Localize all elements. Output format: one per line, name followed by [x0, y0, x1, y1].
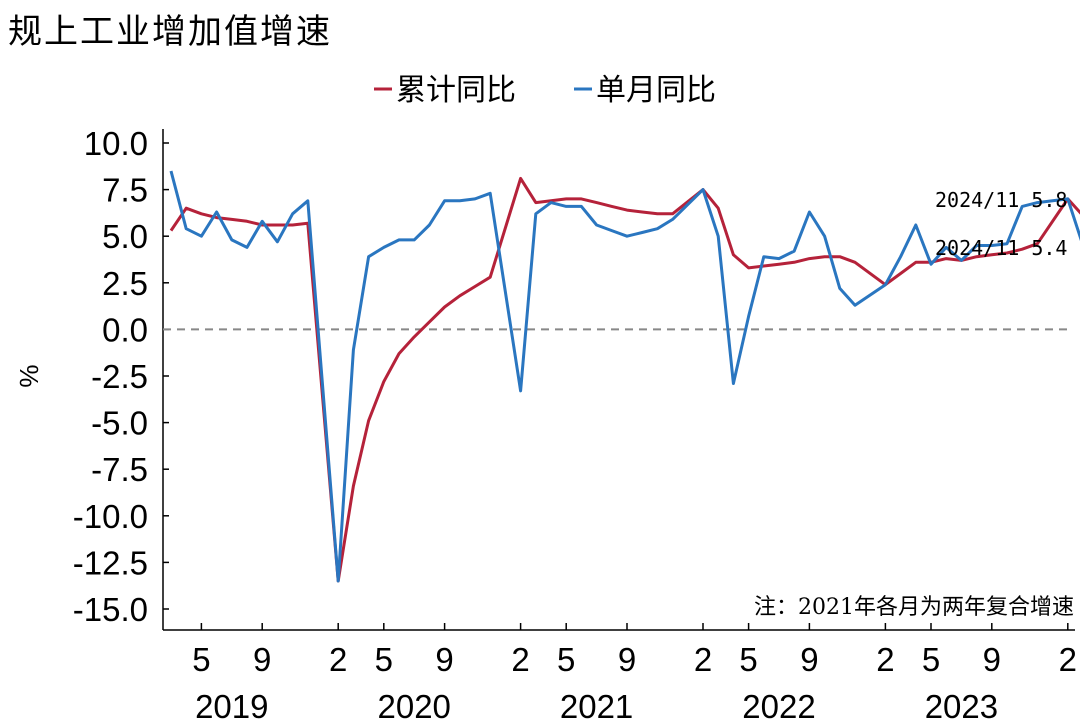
y-axis-title: %	[14, 364, 44, 387]
series-layer	[169, 170, 1080, 583]
annotation-cumulative: 2024/11 5.8	[935, 188, 1067, 212]
x-tick-label: 2	[694, 641, 712, 678]
x-tick-label: 2	[329, 641, 347, 678]
y-tick-label: -12.5	[73, 544, 148, 581]
series-line-0	[169, 176, 1080, 583]
chart-note: 注：2021年各月为两年复合增速	[754, 595, 1074, 620]
y-tick-label: -10.0	[73, 498, 148, 535]
x-tick-label: 2	[876, 641, 894, 678]
x-tick-label: 5	[375, 641, 393, 678]
x-tick-label: 5	[739, 641, 757, 678]
x-tick-label: 5	[557, 641, 575, 678]
legend: 累计同比 单月同比	[374, 73, 716, 108]
y-tick-label: 2.5	[102, 265, 148, 302]
y-tick-label: -15.0	[73, 591, 148, 628]
y-axis: 10.0 7.5 5.0 2.5 0.0 -2.5 -5.0 -7.5 -10.0 -12.5 -1…	[73, 125, 169, 630]
x-year-label: 2023	[925, 688, 998, 725]
x-tick-label: 5	[192, 641, 210, 678]
annotation-monthly: 2024/11 5.4	[935, 236, 1067, 260]
series-line-1	[169, 170, 1080, 583]
x-tick-label: 9	[435, 641, 453, 678]
x-tick-label: 2	[511, 641, 529, 678]
x-tick-label: 5	[922, 641, 940, 678]
chart-title: 规上工业增加值增速	[8, 12, 332, 52]
x-year-label: 2019	[195, 688, 268, 725]
x-tick-label: 9	[253, 641, 271, 678]
y-tick-label: 10.0	[84, 125, 148, 162]
y-tick-label: -7.5	[91, 451, 148, 488]
x-axis: 2595925925925925912019202020212022202320…	[163, 623, 1077, 725]
y-tick-label: -5.0	[91, 405, 148, 442]
legend-label-cumulative: 累计同比	[396, 73, 516, 108]
y-tick-label: 0.0	[102, 311, 148, 348]
x-year-label: 2022	[742, 688, 815, 725]
y-tick-label: 5.0	[102, 218, 148, 255]
x-year-label: 2020	[377, 688, 450, 725]
annotation-layer: 2024/11 5.8 2024/11 5.4	[935, 188, 1067, 260]
legend-label-monthly: 单月同比	[596, 73, 716, 108]
x-year-label: 2021	[560, 688, 633, 725]
x-tick-label: 9	[618, 641, 636, 678]
x-tick-label: 9	[983, 641, 1001, 678]
y-tick-label: 7.5	[102, 172, 148, 209]
x-tick-label: 9	[800, 641, 818, 678]
y-tick-label: -2.5	[91, 358, 148, 395]
x-tick-label: 2	[1059, 641, 1077, 678]
